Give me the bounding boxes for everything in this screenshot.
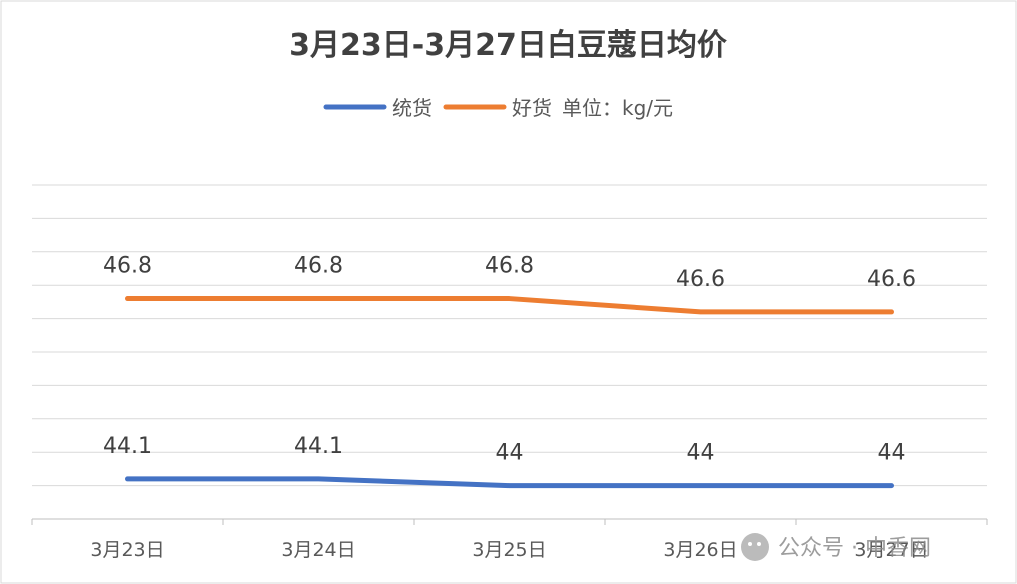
watermark-text: 公众号 · 中香网: [778, 536, 931, 561]
wechat-icon: [741, 533, 769, 561]
series-line-0: [125, 476, 894, 489]
data-label-0-1: 44.1: [294, 434, 343, 459]
data-label-0-4: 44: [878, 441, 906, 466]
data-label-1-1: 46.8: [294, 254, 343, 279]
x-tick-label-4: 3月27日: [854, 539, 928, 561]
legend: 统货 好货 单位：kg/元: [323, 96, 673, 120]
wechat-icon-eye-left: [748, 542, 752, 546]
legend-label-0: 统货: [392, 96, 432, 120]
series-lines: [125, 296, 894, 489]
series-line-1: [125, 296, 894, 315]
x-tick-label-3: 3月26日: [663, 539, 737, 561]
data-label-0-2: 44: [496, 441, 524, 466]
data-label-1-4: 46.6: [867, 267, 916, 292]
data-label-0-0: 44.1: [103, 434, 152, 459]
data-labels: 44.1 44.1 44 44 44 46.8 46.8 46.8 46.6 46.6: [103, 254, 916, 466]
data-label-1-2: 46.8: [485, 254, 534, 279]
legend-unit-note: 单位：kg/元: [562, 96, 673, 120]
wechat-icon-eye-right: [757, 542, 761, 546]
x-tick-label-0: 3月23日: [90, 539, 164, 561]
x-tick-label-1: 3月24日: [281, 539, 355, 561]
x-tick-label-2: 3月25日: [472, 539, 546, 561]
data-label-1-3: 46.6: [676, 267, 725, 292]
legend-label-1: 好货: [512, 96, 552, 120]
data-label-0-3: 44: [687, 441, 715, 466]
x-axis: 3月23日 3月24日 3月25日 3月26日 3月27日: [31, 518, 988, 561]
chart-title: 3月23日-3月27日白豆蔻日均价: [289, 28, 727, 63]
data-label-1-0: 46.8: [103, 254, 152, 279]
watermark: 公众号 · 中香网: [741, 533, 931, 561]
